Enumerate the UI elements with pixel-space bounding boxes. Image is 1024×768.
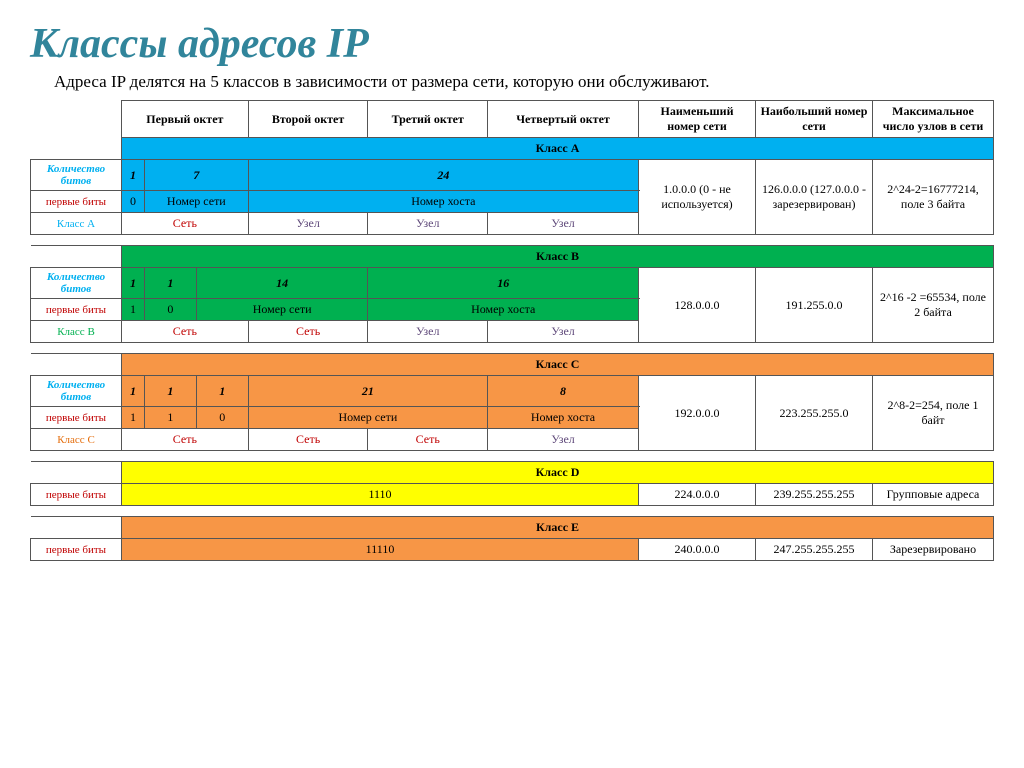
B-r0: Сеть	[122, 321, 249, 343]
A-hostnum: Номер хоста	[248, 191, 638, 213]
ip-classes-table: Первый октет Второй октет Третий октет Ч…	[30, 100, 994, 561]
B-bit0: 1	[122, 268, 145, 299]
A-nodes: 2^24-2=16777214, поле 3 байта	[873, 160, 994, 235]
B-r1: Сеть	[248, 321, 368, 343]
B-nodes: 2^16 -2 =65534, поле 2 байта	[873, 268, 994, 343]
E-max: 247.255.255.255	[756, 539, 873, 561]
B-fb1: 0	[144, 299, 196, 321]
C-nodes: 2^8-2=254, поле 1 байт	[873, 376, 994, 451]
label-classB: Класс B	[31, 321, 122, 343]
C-bit2: 1	[196, 376, 248, 407]
label-bits-count: Количество битов	[31, 160, 122, 191]
classD-header: Класс D	[122, 462, 994, 484]
A-r1: Узел	[248, 213, 368, 235]
A-bit0: 1	[122, 160, 145, 191]
D-nodes: Групповые адреса	[873, 484, 994, 506]
B-min: 128.0.0.0	[639, 268, 756, 343]
classB-header: Класс B	[122, 246, 994, 268]
C-max: 223.255.255.0	[756, 376, 873, 451]
B-bit1: 1	[144, 268, 196, 299]
A-r0: Сеть	[122, 213, 249, 235]
h-minnet: Наименьший номер сети	[639, 101, 756, 138]
label-bits-count-C: Количество битов	[31, 376, 122, 407]
h-maxnodes: Максимальное число узлов в сети	[873, 101, 994, 138]
B-fb0: 1	[122, 299, 145, 321]
B-netnum: Номер сети	[196, 299, 368, 321]
A-r2: Узел	[368, 213, 488, 235]
E-nodes: Зарезервировано	[873, 539, 994, 561]
D-min: 224.0.0.0	[639, 484, 756, 506]
C-r1: Сеть	[248, 429, 368, 451]
B-r2: Узел	[368, 321, 488, 343]
C-bit0: 1	[122, 376, 145, 407]
label-firstbits-C: первые биты	[31, 407, 122, 429]
D-fb: 1110	[122, 484, 639, 506]
B-bit3: 16	[368, 268, 639, 299]
label-bits-count-B: Количество битов	[31, 268, 122, 299]
B-hostnum: Номер хоста	[368, 299, 639, 321]
C-hostnum: Номер хоста	[488, 407, 639, 429]
label-firstbits-E: первые биты	[31, 539, 122, 561]
page-title: Классы адресов IP	[30, 20, 994, 68]
A-bit1: 7	[144, 160, 248, 191]
A-fb0: 0	[122, 191, 145, 213]
B-bit2: 14	[196, 268, 368, 299]
label-firstbits-D: первые биты	[31, 484, 122, 506]
B-max: 191.255.0.0	[756, 268, 873, 343]
C-bit3: 21	[248, 376, 487, 407]
h-oct1: Первый октет	[122, 101, 249, 138]
label-firstbits: первые биты	[31, 191, 122, 213]
h-oct3: Третий октет	[368, 101, 488, 138]
C-netnum: Номер сети	[248, 407, 487, 429]
C-fb1: 1	[144, 407, 196, 429]
intro-text: Адреса IP делятся на 5 классов в зависим…	[54, 72, 994, 92]
D-max: 239.255.255.255	[756, 484, 873, 506]
C-r3: Узел	[488, 429, 639, 451]
classE-header: Класс E	[122, 517, 994, 539]
classC-header: Класс C	[122, 354, 994, 376]
A-r3: Узел	[488, 213, 639, 235]
C-bit4: 8	[488, 376, 639, 407]
C-r2: Сеть	[368, 429, 488, 451]
B-r3: Узел	[488, 321, 639, 343]
C-fb2: 0	[196, 407, 248, 429]
C-min: 192.0.0.0	[639, 376, 756, 451]
A-netnum: Номер сети	[144, 191, 248, 213]
E-min: 240.0.0.0	[639, 539, 756, 561]
label-firstbits-B: первые биты	[31, 299, 122, 321]
h-maxnet: Наибольший номер сети	[756, 101, 873, 138]
C-fb0: 1	[122, 407, 145, 429]
A-min: 1.0.0.0 (0 - не используется)	[639, 160, 756, 235]
A-max: 126.0.0.0 (127.0.0.0 - зарезервирован)	[756, 160, 873, 235]
C-r0: Сеть	[122, 429, 249, 451]
label-classC: Класс C	[31, 429, 122, 451]
E-fb: 11110	[122, 539, 639, 561]
h-oct4: Четвертый октет	[488, 101, 639, 138]
h-oct2: Второй октет	[248, 101, 368, 138]
A-bit2: 24	[248, 160, 638, 191]
label-classA: Класс A	[31, 213, 122, 235]
classA-header: Класс A	[122, 138, 994, 160]
C-bit1: 1	[144, 376, 196, 407]
